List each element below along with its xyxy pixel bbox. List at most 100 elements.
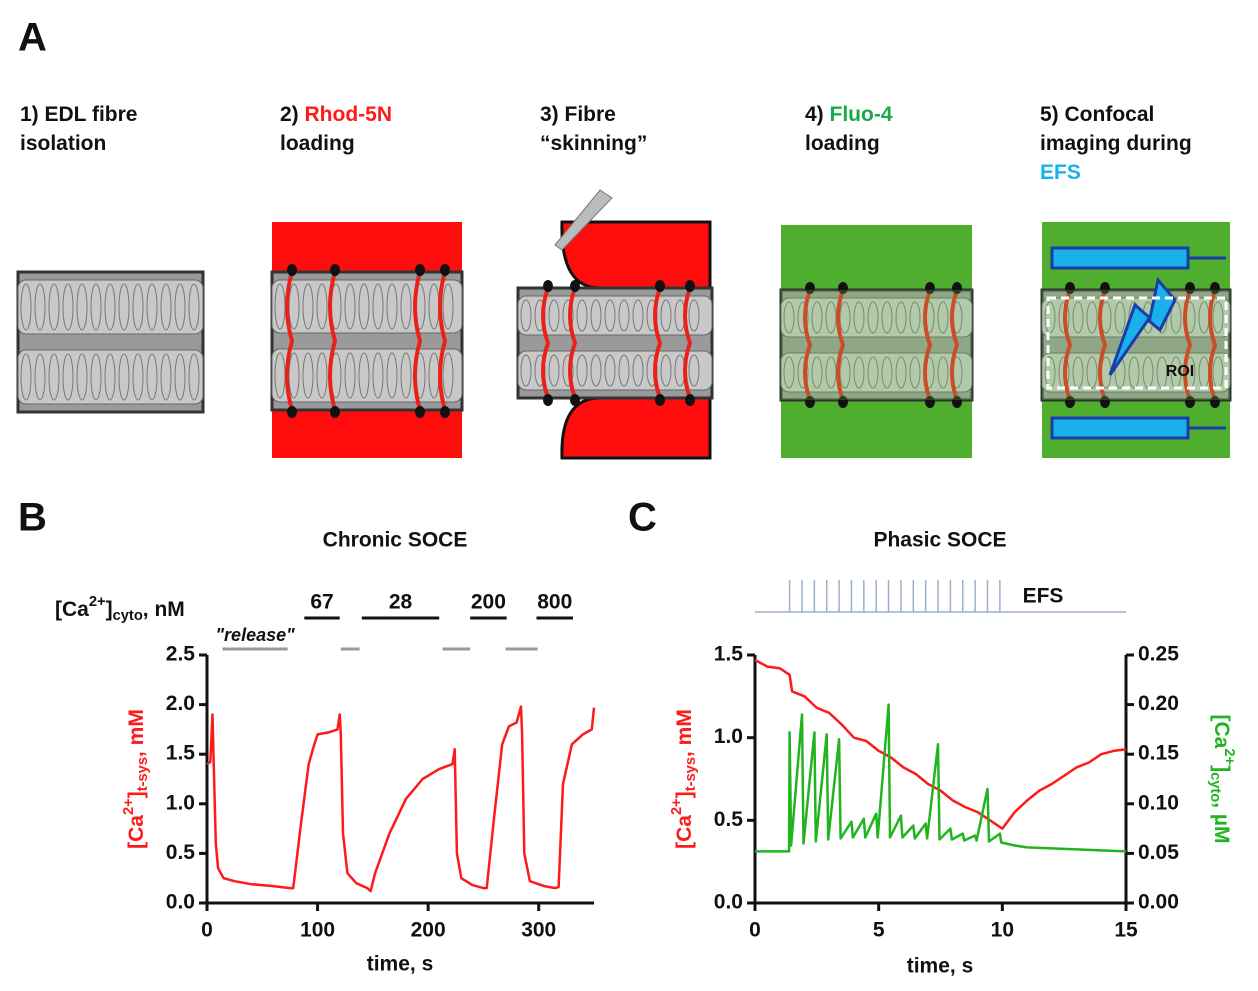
texture <box>400 352 412 399</box>
electrode <box>1050 416 1190 440</box>
data-line <box>206 705 596 893</box>
y2-tick-label: 0.20 <box>1138 692 1179 715</box>
lightning <box>1108 276 1177 376</box>
texture <box>316 352 328 399</box>
text-part: 2+ <box>89 594 106 610</box>
step-title: loading <box>805 132 880 155</box>
condition-label: 67 <box>310 591 333 614</box>
texture <box>302 283 314 330</box>
texture <box>344 352 356 399</box>
text-part: loading <box>805 132 880 155</box>
stimulus-label: EFS <box>1023 585 1064 608</box>
texture <box>20 353 32 401</box>
ring-end <box>952 396 962 408</box>
texture <box>104 283 116 331</box>
ring <box>328 271 338 411</box>
texture <box>344 283 356 330</box>
texture <box>618 354 630 387</box>
texture <box>797 301 809 334</box>
text-part: loading <box>280 132 355 155</box>
texture <box>520 299 532 332</box>
dye-flap <box>560 396 712 460</box>
text-part: isolation <box>20 132 106 155</box>
text-part: 2+ <box>669 798 685 815</box>
panel-label: A <box>18 16 47 60</box>
texture <box>576 354 588 387</box>
step-title: 5) Confocal <box>1040 103 1154 126</box>
y-tick-label: 0.5 <box>714 808 744 831</box>
y-axis-label: [Ca2+]t-sys, mM <box>669 709 699 849</box>
texture <box>1128 356 1140 389</box>
texture <box>1072 301 1084 334</box>
text-part: Rhod-5N <box>305 103 393 126</box>
texture <box>895 356 907 389</box>
text-part: [Ca <box>1210 714 1233 748</box>
texture <box>660 354 672 387</box>
texture <box>160 353 172 401</box>
text-part: , mM <box>125 709 148 757</box>
ring <box>836 289 846 401</box>
texture <box>1086 301 1098 334</box>
texture <box>853 301 865 334</box>
x-tick-label: 15 <box>1114 919 1138 942</box>
texture <box>188 353 200 401</box>
texture <box>632 354 644 387</box>
x-tick-label: 5 <box>873 919 885 942</box>
x-tick-label: 100 <box>300 919 335 942</box>
ring-end <box>925 282 935 294</box>
ring-end <box>1065 282 1075 294</box>
step-title: “skinning” <box>540 132 647 155</box>
electrode <box>1050 246 1190 270</box>
ring-end <box>838 282 848 294</box>
text-part: [Ca <box>673 815 696 849</box>
texture <box>302 352 314 399</box>
texture <box>562 354 574 387</box>
texture <box>1058 301 1070 334</box>
step-title: loading <box>280 132 355 155</box>
text-part: ] <box>106 598 113 621</box>
ring-end <box>1210 282 1220 294</box>
ring-end <box>805 396 815 408</box>
texture <box>386 283 398 330</box>
texture <box>867 301 879 334</box>
text-part: EFS <box>1040 161 1081 184</box>
ring-end <box>685 280 695 292</box>
y-tick-label: 1.5 <box>714 643 744 666</box>
ring-end <box>655 280 665 292</box>
data-line <box>754 658 1127 830</box>
y-tick-label: 0.5 <box>166 841 196 864</box>
texture <box>660 299 672 332</box>
texture <box>520 354 532 387</box>
ring <box>438 271 448 411</box>
text-part: , nM <box>143 598 185 621</box>
dye-flap <box>560 220 712 290</box>
texture <box>688 354 700 387</box>
texture <box>118 353 130 401</box>
texture <box>316 283 328 330</box>
data-line <box>755 703 1127 853</box>
ring-end <box>543 280 553 292</box>
texture <box>442 283 454 330</box>
fibre <box>516 280 714 406</box>
step-title: EFS <box>1040 161 1081 184</box>
ring-end <box>570 280 580 292</box>
fibre <box>779 282 974 408</box>
ring <box>923 289 933 401</box>
texture <box>576 299 588 332</box>
fibre <box>270 264 464 418</box>
texture <box>146 283 158 331</box>
text-part: 3) Fibre <box>540 103 616 126</box>
ring-end <box>543 394 553 406</box>
texture <box>895 301 907 334</box>
ring-end <box>925 396 935 408</box>
texture <box>811 301 823 334</box>
step-title: 4) Fluo-4 <box>805 103 893 126</box>
texture <box>1212 301 1224 334</box>
ring-end <box>1210 396 1220 408</box>
texture <box>881 301 893 334</box>
y2-tick-label: 0.05 <box>1138 841 1179 864</box>
texture <box>881 356 893 389</box>
text-part: cyto <box>1207 772 1223 802</box>
texture <box>811 356 823 389</box>
